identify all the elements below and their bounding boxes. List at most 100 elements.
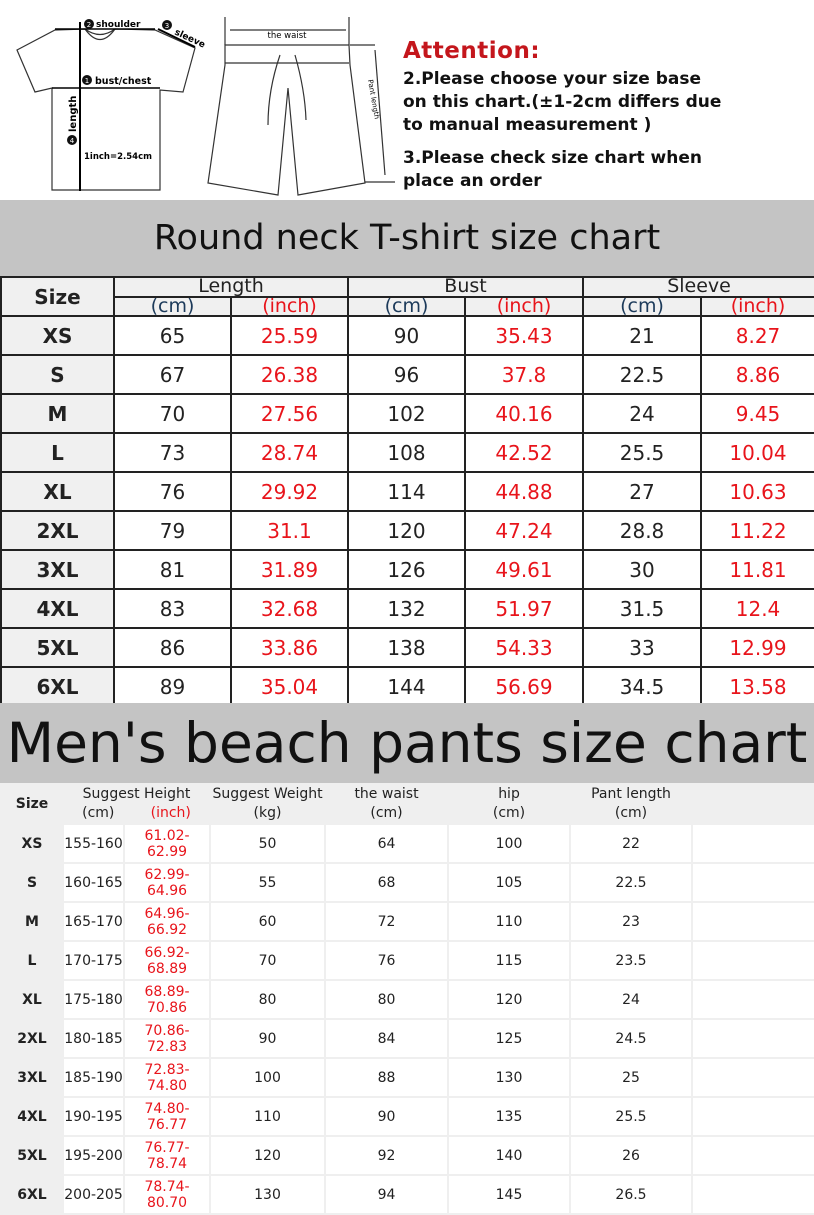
- bust-header: Bust: [347, 276, 585, 298]
- table-row: M 70 27.56 102 40.16 24 9.45: [0, 393, 814, 434]
- size-cell: S: [0, 354, 115, 395]
- value-cell: 33.86: [229, 627, 350, 668]
- value-cell: 56.69: [464, 666, 585, 707]
- table-row: 4XL 190-195 74.80-76.77 110 90 135 25.5: [0, 1096, 814, 1137]
- table-row: XS 155-160 61.02-62.99 50 64 100 22: [0, 823, 814, 864]
- table-row: XL 175-180 68.89-70.86 80 80 120 24: [0, 979, 814, 1020]
- value-cell: 10.63: [700, 471, 814, 512]
- value-cell: 26: [569, 1135, 694, 1176]
- value-cell: 80: [324, 979, 450, 1020]
- empty-header: [691, 783, 814, 825]
- value-cell: 200-205: [62, 1174, 125, 1215]
- table-row: 6XL 200-205 78.74-80.70 130 94 145 26.5: [0, 1174, 814, 1215]
- empty-cell: [691, 1018, 814, 1059]
- value-cell: 24: [582, 393, 703, 434]
- value-cell: 31.5: [582, 588, 703, 629]
- attention-notice: Attention: 2.Please choose your size bas…: [403, 38, 813, 193]
- empty-cell: [691, 901, 814, 942]
- size-cell: 3XL: [0, 549, 115, 590]
- length-label: length: [68, 96, 79, 132]
- value-cell: 126: [347, 549, 467, 590]
- value-cell: 115: [447, 940, 572, 981]
- value-cell: 47.24: [464, 510, 585, 551]
- value-cell: 83: [113, 588, 232, 629]
- value-cell: 28.8: [582, 510, 703, 551]
- value-cell: 26.38: [229, 354, 350, 395]
- value-cell: 29.92: [229, 471, 350, 512]
- size-cell: 3XL: [0, 1057, 64, 1098]
- unit-cm: (cm): [113, 295, 232, 317]
- value-cell: 42.52: [464, 432, 585, 473]
- value-cell: 25.59: [229, 315, 350, 356]
- value-cell: 21: [582, 315, 703, 356]
- size-cell: 4XL: [0, 1096, 64, 1137]
- value-cell: 130: [209, 1174, 327, 1215]
- value-cell: 175-180: [62, 979, 125, 1020]
- value-cell: 138: [347, 627, 467, 668]
- size-cell: XL: [0, 979, 64, 1020]
- value-cell: 8.86: [700, 354, 814, 395]
- table-row: 3XL 81 31.89 126 49.61 30 11.81: [0, 549, 814, 590]
- value-cell: 78.74-80.70: [122, 1174, 212, 1215]
- value-cell: 70.86-72.83: [122, 1018, 212, 1059]
- value-cell: 12.99: [700, 627, 814, 668]
- value-cell: 33: [582, 627, 703, 668]
- waist-header: the waist (cm): [324, 783, 450, 825]
- size-cell: XL: [0, 471, 115, 512]
- value-cell: 86: [113, 627, 232, 668]
- unit-cm: (cm): [582, 295, 703, 317]
- value-cell: 10.04: [700, 432, 814, 473]
- value-cell: 102: [347, 393, 467, 434]
- value-cell: 50: [209, 823, 327, 864]
- pants-size-table: Size Suggest Height (cm) (inch) Suggest We…: [0, 783, 814, 1215]
- empty-cell: [691, 1057, 814, 1098]
- table-row: 3XL 185-190 72.83-74.80 100 88 130 25: [0, 1057, 814, 1098]
- value-cell: 90: [324, 1096, 450, 1137]
- unit-inch: (inch): [700, 295, 814, 317]
- size-cell: 4XL: [0, 588, 115, 629]
- tshirt-size-table: Size Length Bust Sleeve (cm) (inch) (cm)…: [0, 276, 814, 707]
- table-row: 2XL 79 31.1 120 47.24 28.8 11.22: [0, 510, 814, 551]
- size-header: Size: [0, 276, 115, 317]
- unit-cm: (cm): [347, 295, 467, 317]
- value-cell: 28.74: [229, 432, 350, 473]
- table-row: M 165-170 64.96-66.92 60 72 110 23: [0, 901, 814, 942]
- value-cell: 89: [113, 666, 232, 707]
- size-cell: S: [0, 862, 64, 903]
- size-cell: 5XL: [0, 1135, 64, 1176]
- value-cell: 80: [209, 979, 327, 1020]
- value-cell: 32.68: [229, 588, 350, 629]
- value-cell: 130: [447, 1057, 572, 1098]
- value-cell: 155-160: [62, 823, 125, 864]
- bust-label: bust/chest: [95, 76, 152, 87]
- value-cell: 94: [324, 1174, 450, 1215]
- pants-chart-title: Men's beach pants size chart: [0, 703, 814, 783]
- value-cell: 55: [209, 862, 327, 903]
- pant-length-header: Pant length (cm): [569, 783, 694, 825]
- value-cell: 65: [113, 315, 232, 356]
- value-cell: 49.61: [464, 549, 585, 590]
- value-cell: 24: [569, 979, 694, 1020]
- svg-text:2: 2: [87, 21, 91, 29]
- table-row: XL 76 29.92 114 44.88 27 10.63: [0, 471, 814, 512]
- value-cell: 66.92-68.89: [122, 940, 212, 981]
- value-cell: 110: [447, 901, 572, 942]
- size-cell: XS: [0, 823, 64, 864]
- value-cell: 11.22: [700, 510, 814, 551]
- value-cell: 120: [447, 979, 572, 1020]
- value-cell: 79: [113, 510, 232, 551]
- value-cell: 105: [447, 862, 572, 903]
- length-header: Length: [112, 276, 350, 298]
- value-cell: 90: [347, 315, 467, 356]
- empty-cell: [691, 862, 814, 903]
- value-cell: 64: [324, 823, 450, 864]
- value-cell: 35.04: [229, 666, 350, 707]
- value-cell: 81: [113, 549, 232, 590]
- attention-line-3: 3.Please check size chart when place an …: [403, 148, 702, 191]
- size-cell: 6XL: [0, 1174, 64, 1215]
- value-cell: 34.5: [582, 666, 703, 707]
- size-cell: XS: [0, 315, 115, 356]
- value-cell: 74.80-76.77: [122, 1096, 212, 1137]
- hip-header: hip (cm): [447, 783, 572, 825]
- value-cell: 72.83-74.80: [122, 1057, 212, 1098]
